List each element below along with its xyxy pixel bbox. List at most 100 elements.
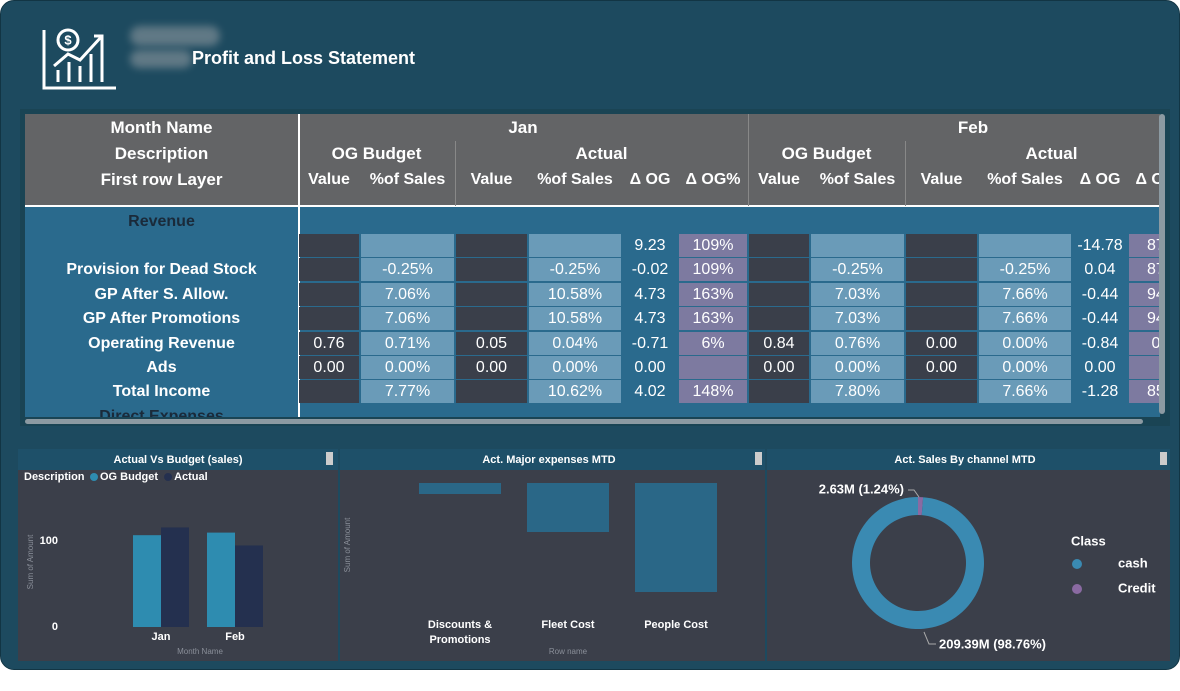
cell: 0.00% [811,355,904,379]
legend-marker [90,473,98,481]
cell: 0.04 [1084,261,1116,279]
cell: 0.00% [361,355,454,379]
cell: 7.77% [361,380,454,404]
cell: 0.76% [811,331,904,355]
cell: 163% [679,307,747,331]
menu-icon[interactable] [1160,452,1167,465]
legend-marker [164,473,173,481]
group-header: Actual [575,144,628,163]
cell: 4.02 [634,383,666,401]
x-axis-label: Row name [549,647,588,656]
row-label: GP After S. Allow. [94,285,229,303]
bar [635,483,717,592]
cell: 0.00% [979,331,1071,355]
chart-title: Act. Sales By channel MTD [894,454,1035,466]
cell: 109% [679,233,747,257]
cell: 94% [1129,282,1160,306]
cell [811,233,904,257]
cell: 7.03% [811,282,904,306]
column-header: Δ OG [629,171,671,188]
cell: 4.73 [634,310,666,328]
row-label: Total Income [112,383,211,401]
header-label: Description [114,144,209,163]
table: Month Name Description First row Layer Jan O… [25,114,1160,417]
menu-icon[interactable] [755,452,762,465]
bar [419,483,501,494]
x-tick-label: People Cost [644,619,708,631]
x-tick-label: Fleet Cost [541,619,595,631]
cell [299,380,359,404]
cell: 0.71% [361,331,454,355]
cell: -0.25% [529,258,621,282]
bar [235,545,263,627]
column-header: %of Sales [987,171,1063,188]
cell: 10.58% [529,282,621,306]
leader-line [908,489,920,498]
column-header: %of Sales [369,171,446,188]
cell: -0.25% [979,258,1071,282]
legend-label: Credit [1118,580,1156,595]
slice [918,497,924,516]
divider [455,141,456,206]
cell [456,307,527,331]
legend-title: Class [1071,533,1106,548]
column-header: %of Sales [819,171,896,188]
cell: 0.00 [1084,358,1116,376]
cell [361,233,454,257]
month-header: Jan [508,118,538,137]
legend-label: OG Budget [100,471,158,483]
row-label: Ads [146,358,177,376]
x-tick-label: Jan [152,631,171,643]
column-header: Δ OG [1079,171,1121,188]
cell: 10.62% [529,380,621,404]
bar [527,483,609,532]
cell: -14.78 [1077,236,1123,254]
y-axis-label: Sum of Amount [26,534,35,589]
cell: 109% [679,258,747,282]
row-label: Revenue [128,212,195,230]
page-title: Profit and Loss Statement [192,48,416,68]
cell [1129,355,1160,379]
column-header: Δ OG% [1135,171,1160,188]
y-axis-label: Sum of Amount [343,517,352,572]
cell [456,233,527,257]
cell [906,258,977,282]
cell: 0.00 [634,358,666,376]
cell [906,380,977,404]
cell [679,355,747,379]
cell [906,282,977,306]
y-tick-label: 0 [52,621,58,633]
cell [299,282,359,306]
cell: 0.04% [529,331,621,355]
column-header: Value [308,171,350,188]
cell [749,233,809,257]
panel-header [767,449,1170,470]
cell [749,258,809,282]
cell: 7.66% [979,307,1071,331]
cell [456,380,527,404]
finance-icon: $ [42,28,116,90]
cell [906,233,977,257]
cell: 7.80% [811,380,904,404]
x-tick-label: Discounts & Promotions [427,619,493,646]
redacted [130,50,192,68]
cell: 7.06% [361,307,454,331]
column-header: Value [920,171,963,188]
column-header: Value [758,171,800,188]
cell: 0.00 [456,355,527,379]
header-label: Month Name [110,118,213,137]
cell [906,307,977,331]
column-header: %of Sales [537,171,613,188]
redacted [130,26,220,46]
cell: 6% [679,331,747,355]
row-label: Provision for Dead Stock [66,261,257,279]
panel-header [18,449,338,470]
row-label: Operating Revenue [88,334,235,352]
cell: 7.66% [979,380,1071,404]
menu-icon[interactable] [326,452,333,465]
cell [749,282,809,306]
leader-line [923,631,936,645]
cell: 4.73 [634,285,666,303]
chart-title: Actual Vs Budget (sales) [114,454,243,466]
